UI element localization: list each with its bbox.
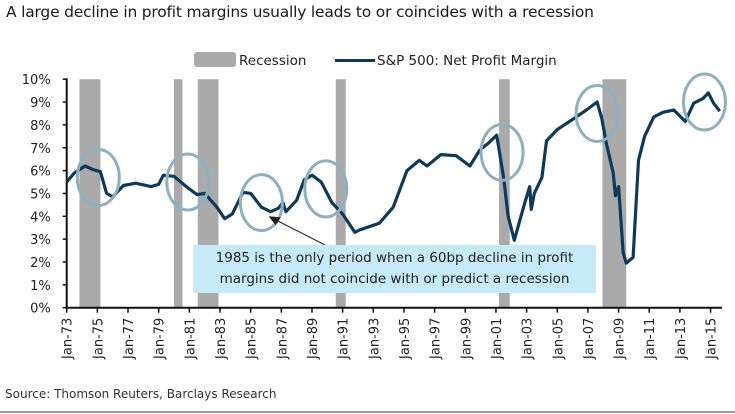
highlight-circle-6 xyxy=(681,72,727,132)
arrow-head xyxy=(268,216,281,226)
y-tick-label: 4% xyxy=(30,210,51,225)
x-tick-label: Jan-91 xyxy=(337,318,352,360)
legend-recession-label: Recession xyxy=(239,53,306,69)
highlight-circle-4 xyxy=(479,122,525,182)
x-tick-label: Jan-05 xyxy=(551,318,566,360)
y-tick-label: 1% xyxy=(30,279,51,294)
x-tick-label: Jan-13 xyxy=(674,318,689,360)
highlight-circle-5 xyxy=(574,83,620,143)
y-tick-label: 6% xyxy=(30,165,51,180)
source-note: Source: Thomson Reuters, Barclays Resear… xyxy=(5,387,277,401)
x-tick-label: Jan-81 xyxy=(183,318,198,360)
x-tick-label: Jan-97 xyxy=(429,318,444,360)
bottom-divider xyxy=(0,411,735,413)
x-tick-label: Jan-11 xyxy=(643,318,658,360)
x-tick-label: Jan-93 xyxy=(367,318,382,360)
highlight-circle-0 xyxy=(75,147,121,207)
x-tick-label: Jan-99 xyxy=(459,318,474,360)
y-tick-label: 7% xyxy=(30,142,51,157)
y-tick-label: 2% xyxy=(30,256,51,271)
recession-band-3 xyxy=(335,79,346,308)
y-tick-label: 5% xyxy=(30,187,51,202)
recession-band-1 xyxy=(174,79,183,308)
x-tick-label: Jan-07 xyxy=(582,318,597,360)
x-tick-label: Jan-79 xyxy=(153,318,168,360)
x-tick-label: Jan-01 xyxy=(490,318,505,360)
annotation-arrow xyxy=(268,216,326,246)
y-tick-label: 9% xyxy=(30,96,51,111)
x-tick-label: Jan-09 xyxy=(613,318,628,360)
x-tick-label: Jan-83 xyxy=(214,318,229,360)
x-tick-label: Jan-85 xyxy=(245,318,260,360)
x-tick-label: Jan-89 xyxy=(306,318,321,360)
y-tick-label: 0% xyxy=(30,302,51,317)
y-tick-label: 3% xyxy=(30,233,51,248)
arrow-shaft xyxy=(276,219,326,246)
x-tick-label: Jan-75 xyxy=(91,318,106,360)
y-tick-label: 10% xyxy=(22,73,51,88)
recession-band-0 xyxy=(79,79,101,308)
legend-line-label: S&P 500: Net Profit Margin xyxy=(377,53,557,69)
legend: Recession S&P 500: Net Profit Margin xyxy=(194,52,557,69)
annotation-line-1: 1985 is the only period when a 60bp decl… xyxy=(215,250,574,266)
annotation-line-2: margins did not coincide with or predict… xyxy=(219,271,570,287)
legend-recession-swatch xyxy=(194,52,236,67)
highlight-circle-1 xyxy=(165,152,211,212)
highlight-circle-3 xyxy=(303,159,349,219)
annotation-box: 1985 is the only period when a 60bp decl… xyxy=(193,245,596,293)
x-tick-label: Jan-77 xyxy=(122,318,137,360)
series-line-net-profit-margin xyxy=(65,91,722,265)
x-tick-label: Jan-15 xyxy=(705,318,720,360)
y-tick-label: 8% xyxy=(30,119,51,134)
x-tick-label: Jan-03 xyxy=(521,318,536,360)
x-tick-label: Jan-87 xyxy=(275,318,290,360)
highlight-circle-2 xyxy=(238,173,284,233)
x-tick-label: Jan-73 xyxy=(61,318,76,360)
chart-title: A large decline in profit margins usuall… xyxy=(6,3,594,21)
x-tick-label: Jan-95 xyxy=(398,318,413,360)
